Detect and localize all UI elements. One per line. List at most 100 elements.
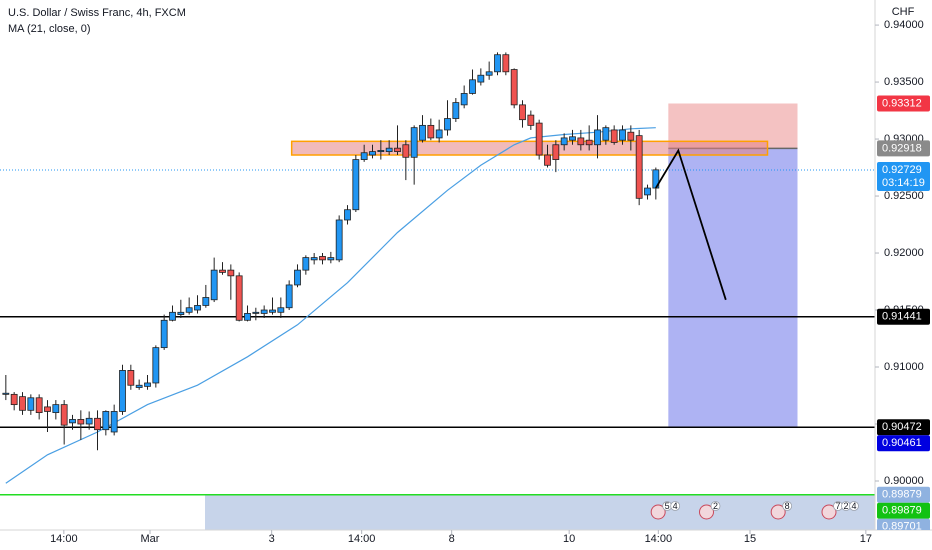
- price-axis: 0.940000.935000.930000.925000.920000.915…: [875, 19, 930, 533]
- moving-average: [5, 127, 656, 484]
- candle-body: [169, 311, 176, 321]
- event-badge: [710, 501, 721, 511]
- chart-title: U.S. Dollar / Swiss Franc, 4h, FXCM: [8, 7, 186, 19]
- candle-body: [552, 144, 560, 160]
- candle-body: [69, 419, 76, 424]
- event-count: 2: [843, 501, 848, 511]
- candle-body: [127, 370, 135, 386]
- candle-body: [619, 129, 626, 141]
- candle-body: [219, 269, 226, 273]
- price-label: 0.90472: [882, 421, 922, 433]
- x-tick-label: 8: [449, 533, 455, 545]
- candle-body: [144, 382, 151, 387]
- candle-body: [302, 257, 310, 271]
- candle-body: [452, 102, 460, 119]
- target-zone: [668, 148, 798, 428]
- candle-body: [585, 139, 593, 146]
- event-count: 8: [785, 501, 790, 511]
- x-tick-label: Mar: [141, 533, 160, 545]
- price-label: 0.93312: [882, 97, 922, 109]
- candle-body: [594, 129, 601, 146]
- candle-body: [77, 419, 85, 425]
- event-icon: [770, 504, 786, 520]
- price-label-box: [877, 502, 930, 519]
- candle-body: [427, 124, 435, 139]
- candle-body: [110, 411, 118, 433]
- x-tick-label: 3: [269, 533, 275, 545]
- candle-body: [60, 404, 68, 426]
- candle-body: [319, 256, 326, 261]
- candle-body: [119, 370, 126, 412]
- x-tick-label: 17: [860, 533, 872, 545]
- candle-body: [10, 393, 18, 406]
- candle-body: [477, 74, 485, 83]
- candle-body: [360, 152, 368, 160]
- candle-body: [602, 127, 610, 141]
- time-axis: 14:00 Mar 3 14:00 8 10 14:00 15 17: [50, 530, 872, 545]
- candle-body: [344, 209, 351, 221]
- y-tick-label: 0.90000: [884, 475, 924, 487]
- projection-line: [655, 148, 727, 301]
- y-tick-label: 0.92000: [884, 247, 924, 259]
- candle-body: [210, 269, 218, 301]
- indicator-legend: MA (21, close, 0): [8, 23, 91, 35]
- candle-body: [469, 79, 476, 94]
- candle-body: [627, 131, 635, 141]
- price-label: 0.91441: [882, 311, 922, 323]
- candle-body: [185, 307, 193, 313]
- price-label: 03:14:19: [882, 177, 925, 189]
- candle-body: [610, 129, 618, 143]
- candle-body: [460, 93, 468, 106]
- candle-body: [277, 307, 285, 313]
- candle-body: [644, 187, 651, 196]
- event-count: 5: [665, 501, 670, 511]
- candle-body: [335, 219, 343, 261]
- candle-body: [510, 69, 518, 106]
- candle-body: [635, 135, 643, 199]
- price-label: 0.89879: [882, 505, 922, 517]
- candle-body: [527, 114, 535, 126]
- candle-body: [52, 404, 60, 414]
- event-icon: [699, 504, 714, 520]
- candle-body: [44, 406, 51, 412]
- event-badge: [849, 501, 859, 511]
- candle-body: [352, 159, 360, 211]
- price-label: 0.89701: [882, 521, 922, 533]
- candle-body: [2, 392, 10, 395]
- candle-body: [402, 144, 410, 158]
- currency-label: CHF: [892, 6, 915, 18]
- candle-body: [327, 257, 335, 261]
- price-label-box: [877, 518, 930, 530]
- candle-body: [235, 275, 243, 321]
- price-label-box: [877, 308, 930, 325]
- price-label: 0.90461: [882, 437, 922, 449]
- candle-body: [202, 297, 210, 306]
- price-label: 0.89879: [882, 489, 922, 501]
- price-label: 0.92918: [882, 142, 922, 154]
- candle-body: [102, 411, 110, 431]
- candle-body: [569, 136, 576, 141]
- candle-body: [285, 284, 293, 309]
- candle-body: [419, 124, 426, 141]
- candle-body: [544, 154, 551, 166]
- price-label-box: [877, 140, 930, 157]
- candle-body: [560, 137, 568, 146]
- candle-body: [377, 150, 385, 152]
- price-label-box: [877, 486, 930, 503]
- candle-body: [35, 397, 43, 414]
- price-label-box: [877, 435, 930, 452]
- candle-body: [94, 417, 101, 431]
- candle-body: [369, 151, 376, 156]
- candle-body: [227, 269, 235, 277]
- candle-body: [444, 118, 451, 131]
- candle-body: [485, 71, 493, 76]
- candle-body: [177, 311, 185, 315]
- candle-body: [294, 269, 301, 286]
- candle-body: [385, 147, 393, 152]
- event-count: 4: [673, 501, 678, 511]
- candle-body: [244, 313, 251, 321]
- y-tick-label: 0.93500: [884, 76, 924, 88]
- range-band: [205, 495, 875, 530]
